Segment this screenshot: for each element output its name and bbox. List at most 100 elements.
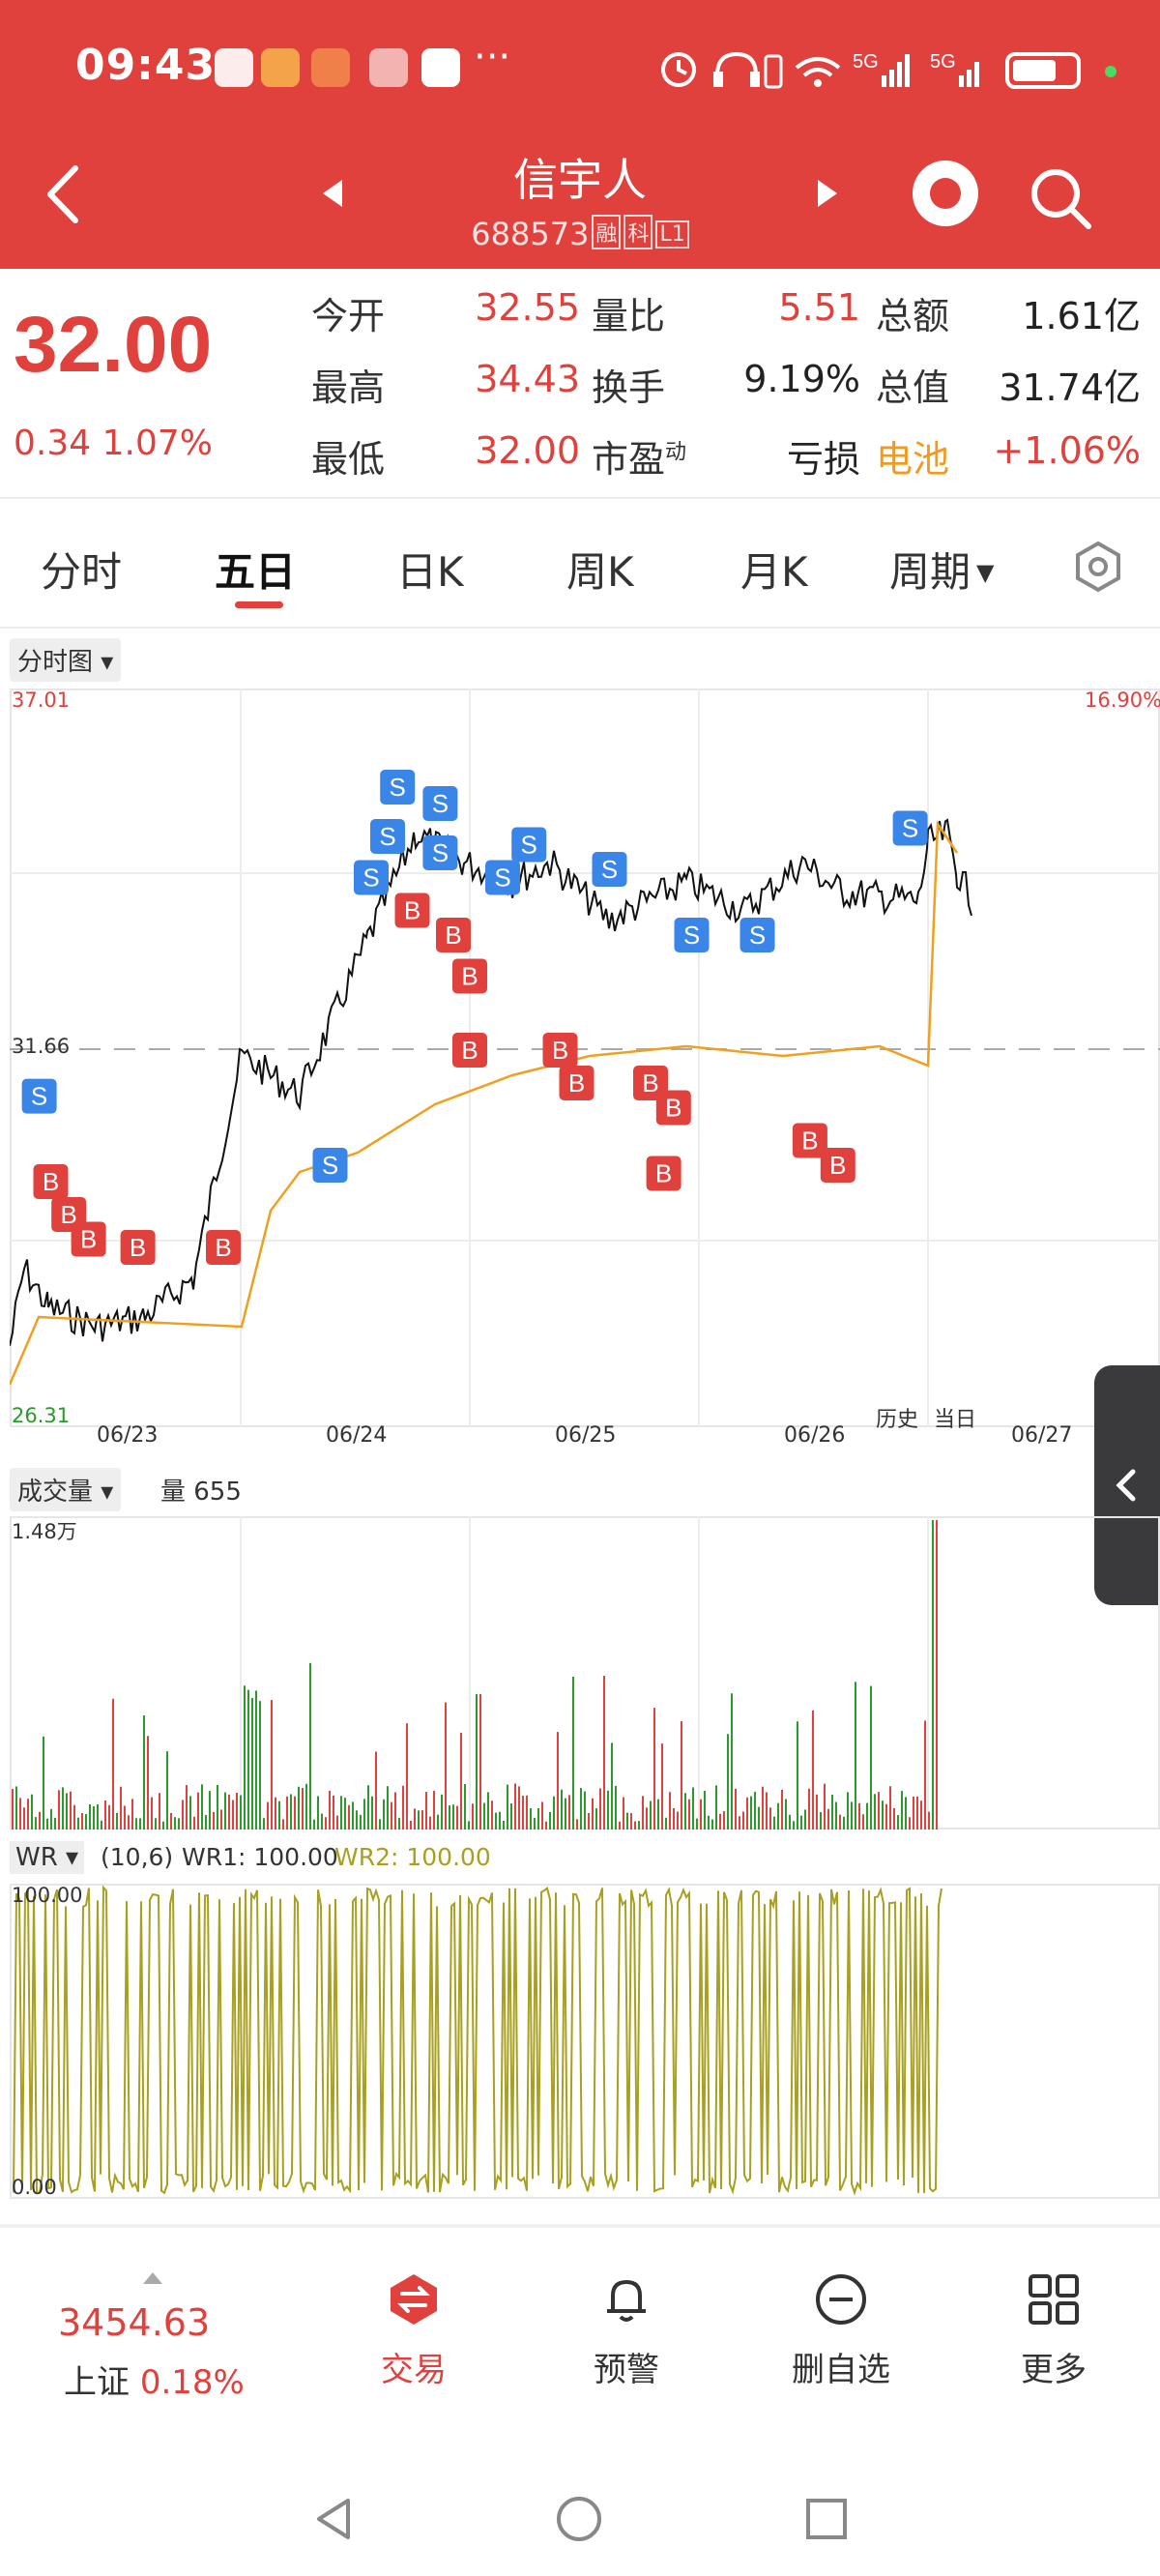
tab-intraday[interactable]: 分时 [41, 548, 123, 596]
volume-bar [394, 1792, 396, 1830]
system-recents-icon[interactable] [802, 2495, 851, 2543]
volume-bar [193, 1816, 195, 1830]
volume-bar [143, 1715, 145, 1830]
buy-marker: B [646, 1156, 682, 1191]
svg-text:B: B [568, 1068, 585, 1098]
sell-marker: S [674, 918, 710, 952]
prev-close-line [10, 1048, 1160, 1050]
svg-text:B: B [461, 1036, 478, 1065]
volume-bar [739, 1816, 740, 1830]
trade-button[interactable]: 交易 [317, 2272, 510, 2390]
index-value[interactable]: 3454.63 [58, 2301, 211, 2344]
volume-bar [777, 1802, 779, 1830]
svg-text:B: B [655, 1159, 672, 1188]
assistant-icon[interactable] [913, 161, 978, 226]
volume-bar [541, 1801, 543, 1830]
volume-bar [746, 1797, 748, 1830]
volume-bar [437, 1814, 439, 1830]
volume-bar [348, 1804, 350, 1830]
svg-text:B: B [43, 1167, 59, 1196]
pe-value: 亏损 [786, 438, 860, 481]
volume-bar [750, 1796, 752, 1830]
sector-change-value: +1.06% [993, 429, 1141, 472]
volume-bar [224, 1792, 226, 1830]
volume-indicator-selector[interactable]: 成交量 ▾ [10, 1468, 122, 1511]
volume-bar [128, 1815, 130, 1830]
open-label: 今开 [311, 295, 386, 337]
volume-bar [406, 1723, 408, 1830]
svg-text:S: S [683, 921, 700, 950]
back-icon[interactable] [39, 161, 87, 228]
volume-bar [383, 1799, 385, 1830]
turnover-amount-label: 总额 [876, 295, 950, 337]
volume-bar [321, 1813, 323, 1830]
stock-name: 信宇人 [513, 154, 647, 206]
svg-text:B: B [61, 1200, 77, 1229]
wechat-icon [215, 48, 253, 87]
chart-type-selector[interactable]: 分时图 ▾ [10, 638, 122, 682]
volume-bar [789, 1814, 791, 1830]
tab-period[interactable]: 周期 ▼ [889, 548, 995, 596]
volume-bar [800, 1815, 802, 1830]
volume-bar [905, 1797, 907, 1830]
volume-bar [797, 1721, 798, 1830]
volume-bar [769, 1807, 771, 1830]
active-tab-indicator [235, 601, 283, 608]
search-icon[interactable] [1027, 164, 1094, 232]
settings-icon[interactable] [1071, 540, 1125, 594]
alert-button[interactable]: 预警 [530, 2272, 723, 2390]
sell-marker: S [370, 819, 405, 854]
index-info[interactable]: 上证 0.18% [64, 2356, 245, 2403]
index-change: 0.18% [139, 2363, 245, 2402]
volume-value: 量 655 [160, 1478, 242, 1507]
system-back-icon[interactable] [309, 2495, 358, 2543]
svg-text:B: B [404, 896, 420, 925]
volume-bar [855, 1682, 856, 1830]
tab-daily-k[interactable]: 日K [396, 548, 464, 596]
remove-watchlist-button[interactable]: 删自选 [744, 2272, 938, 2390]
index-name: 上证 [64, 2363, 130, 2402]
volume-bar [336, 1815, 338, 1830]
buy-marker: B [436, 918, 471, 952]
svg-text:S: S [31, 1082, 47, 1111]
divider [0, 627, 1160, 629]
volume-bar [116, 1812, 118, 1830]
volume-bar [677, 1811, 679, 1830]
volume-bar [611, 1742, 613, 1830]
turnover-rate-label: 换手 [592, 366, 666, 409]
volume-bar [104, 1800, 106, 1830]
volume-ratio-value: 5.51 [778, 286, 860, 329]
volume-bar [166, 1751, 168, 1830]
volume-bar [483, 1802, 485, 1830]
divider [0, 2224, 1160, 2228]
wr-chart [13, 1885, 942, 2196]
volume-bar [460, 1732, 462, 1830]
tab-five-day[interactable]: 五日 [215, 548, 297, 596]
tab-monthly-k[interactable]: 月K [740, 548, 808, 596]
volume-bar [135, 1818, 137, 1830]
volume-bar [885, 1803, 887, 1830]
wr-indicator-selector[interactable]: WR ▾ [10, 1841, 85, 1874]
more-status-icon: ··· [474, 35, 511, 79]
app-icon [369, 48, 408, 87]
next-stock-button[interactable] [818, 180, 837, 207]
expand-icon[interactable] [143, 2272, 162, 2284]
volume-bar [147, 1736, 149, 1830]
volume-bar [360, 1814, 362, 1830]
grid-line [469, 1516, 471, 1830]
buy-marker: B [71, 1221, 106, 1257]
wr-params: (10,6) [101, 1843, 174, 1871]
volume-bar [781, 1789, 783, 1830]
date-label: 06/26 [784, 1423, 846, 1448]
volume-bar [507, 1784, 508, 1830]
trade-icon [391, 2274, 437, 2325]
more-button[interactable]: 更多 [957, 2272, 1150, 2390]
volume-bar [537, 1807, 539, 1830]
side-panel-toggle[interactable] [1094, 1365, 1160, 1605]
system-home-icon[interactable] [555, 2495, 603, 2543]
prev-stock-button[interactable] [323, 180, 342, 207]
volume-bar [402, 1785, 404, 1830]
volume-bar [595, 1808, 597, 1830]
tab-weekly-k[interactable]: 周K [566, 548, 634, 596]
sector-label[interactable]: 电池 [876, 438, 950, 481]
